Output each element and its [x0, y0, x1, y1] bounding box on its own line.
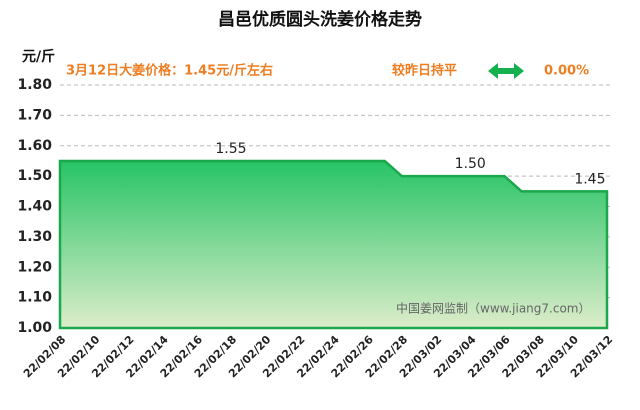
area — [60, 160, 607, 328]
y-tick-label: 1.40 — [17, 199, 52, 215]
y-tick-label: 1.00 — [17, 320, 52, 336]
y-tick-label: 1.60 — [17, 138, 52, 154]
data-label: 1.50 — [455, 156, 486, 172]
y-tick-label: 1.30 — [17, 229, 52, 245]
data-label: 1.55 — [215, 141, 246, 157]
y-tick-label: 1.10 — [17, 290, 52, 306]
y-tick-label: 1.50 — [17, 168, 52, 184]
y-tick-label: 1.80 — [17, 77, 52, 93]
y-tick-label: 1.20 — [17, 259, 52, 275]
watermark: 中国姜网监制（www.jiang7.com） — [396, 301, 590, 316]
price-note: 3月12日大姜价格：1.45元/斤左右 — [66, 63, 273, 79]
flat-arrow — [488, 63, 524, 79]
y-tick-label: 1.70 — [17, 107, 52, 123]
chart-title: 昌邑优质圆头洗姜价格走势 — [218, 9, 422, 30]
change-pct: 0.00% — [544, 64, 589, 79]
area-outline — [58, 159, 609, 330]
data-label: 1.45 — [574, 171, 605, 187]
y-unit: 元/斤 — [22, 48, 55, 65]
change-note: 较昨日持平 — [392, 63, 457, 79]
